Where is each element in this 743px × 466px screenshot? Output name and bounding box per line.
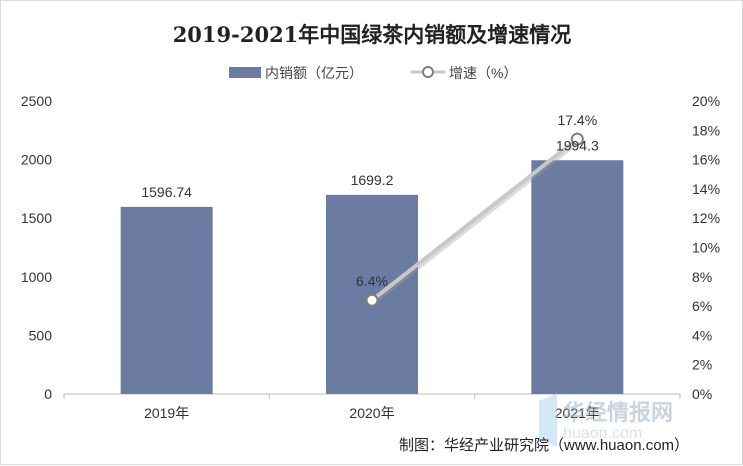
y-right-tick-label: 20%: [692, 93, 720, 109]
data-labels: 1596.74 1699.2 1994.3 6.4% 17.4%: [141, 112, 599, 289]
y-left-tick-label: 2500: [21, 93, 52, 109]
bars: [120, 160, 624, 394]
legend-label-growth: 增速（%）: [449, 65, 517, 81]
growth-point: [570, 132, 584, 146]
legend: 内销额（亿元） 增速（%）: [229, 65, 517, 81]
y-right-tick-label: 18%: [692, 122, 720, 138]
y-right-tick-label: 8%: [692, 269, 712, 285]
x-tick-label: 2021年: [555, 405, 600, 421]
growth-data-label: 17.4%: [557, 112, 597, 128]
growth-line-shadow: [371, 139, 581, 305]
y-right-tick-label: 2%: [692, 357, 712, 373]
y-left-tick-label: 0: [44, 386, 52, 402]
bar: [531, 160, 624, 394]
y-right-tick-label: 0%: [692, 386, 712, 402]
y-left-tick-label: 2000: [21, 152, 52, 168]
y-right-tick-label: 12%: [692, 210, 720, 226]
bar-data-label: 1699.2: [351, 172, 394, 188]
legend-label-sales: 内销额（亿元）: [265, 65, 363, 81]
growth-line: [365, 132, 584, 307]
watermark-text: 华经情报网: [563, 400, 673, 425]
y-left-tick-label: 500: [29, 327, 53, 343]
growth-point: [365, 293, 379, 307]
y-left-tick-label: 1500: [21, 210, 52, 226]
x-tick-label: 2020年: [349, 405, 394, 421]
watermark-logo-icon: [539, 393, 557, 447]
legend-swatch-growth-marker: [422, 66, 434, 78]
y-left-tick-label: 1000: [21, 269, 52, 285]
bar-data-label: 1994.3: [556, 137, 599, 153]
x-tick-label: 2019年: [144, 405, 189, 421]
watermark-subtext: huaon.com: [563, 425, 642, 442]
chart-title: 2019-2021年中国绿茶内销额及增速情况: [173, 22, 572, 47]
watermark: 华经情报网 huaon.com: [539, 393, 673, 447]
bar: [120, 206, 213, 394]
growth-data-label: 6.4%: [356, 273, 388, 289]
source-note: 制图：华经产业研究院（www.huaon.com）: [399, 436, 689, 454]
y-right-tick-label: 10%: [692, 240, 720, 256]
axes: 0 500 1000 1500 2000 2500 0% 2% 4% 6% 8% 10% 12% 14% 1…: [21, 93, 720, 421]
legend-swatch-sales: [229, 67, 261, 78]
growth-line-path: [370, 137, 579, 302]
bar-data-label: 1596.74: [141, 184, 192, 200]
y-right-tick-label: 14%: [692, 181, 720, 197]
y-right-tick-label: 6%: [692, 298, 712, 314]
y-right-tick-label: 16%: [692, 152, 720, 168]
y-right-tick-label: 4%: [692, 327, 712, 343]
